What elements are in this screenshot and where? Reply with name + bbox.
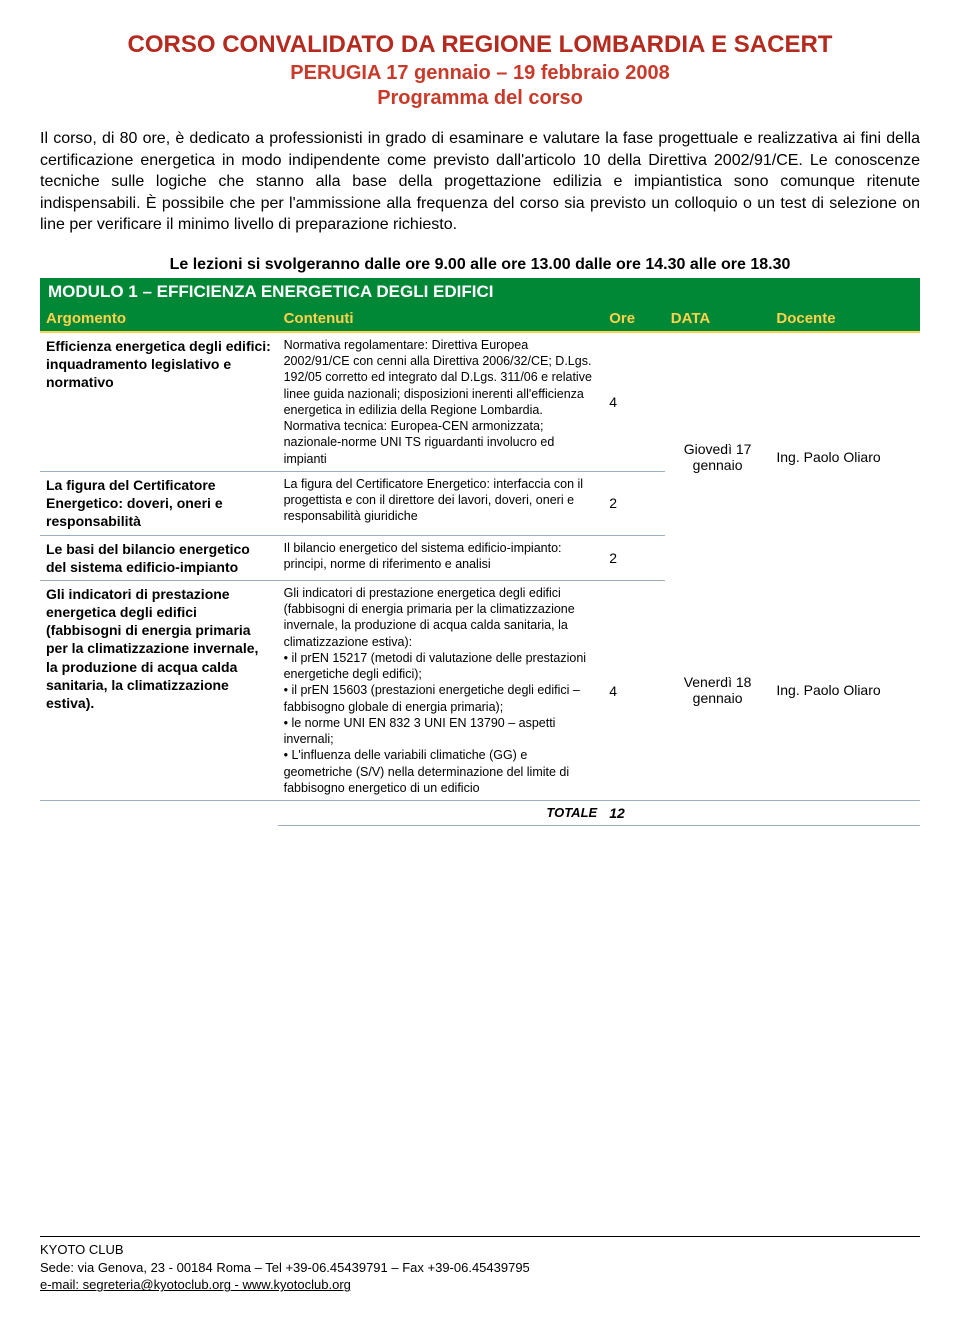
col-docente: Docente [770,306,920,332]
footer-line3: e-mail: segreteria@kyotoclub.org - www.k… [40,1276,920,1294]
cell-contenuti: Gli indicatori di prestazione energetica… [278,580,604,800]
footer-line1: KYOTO CLUB [40,1241,920,1259]
title-main: CORSO CONVALIDATO DA REGIONE LOMBARDIA E… [40,30,920,60]
cell-empty [665,801,771,826]
cell-totale-value: 12 [603,801,665,826]
col-contenuti: Contenuti [278,306,604,332]
cell-docente: Ing. Paolo Oliaro [770,580,920,800]
cell-data: Giovedì 17 gennaio [665,332,771,580]
module-title-bar: MODULO 1 – EFFICIENZA ENERGETICA DEGLI E… [40,278,920,306]
cell-contenuti: La figura del Certificatore Energetico: … [278,471,604,535]
cell-empty [770,801,920,826]
program-table: Argomento Contenuti Ore DATA Docente Eff… [40,306,920,826]
footer-line2: Sede: via Genova, 23 - 00184 Roma – Tel … [40,1259,920,1277]
cell-ore: 4 [603,580,665,800]
cell-ore: 2 [603,535,665,580]
title-sub2: Programma del corso [40,87,920,110]
cell-docente: Ing. Paolo Oliaro [770,332,920,580]
cell-argomento: Efficienza energetica degli edifici: inq… [40,332,278,472]
col-argomento: Argomento [40,306,278,332]
title-sub1: PERUGIA 17 gennaio – 19 febbraio 2008 [40,62,920,85]
cell-data: Venerdì 18 gennaio [665,580,771,800]
cell-empty [40,801,278,826]
cell-argomento: Gli indicatori di prestazione energetica… [40,580,278,800]
cell-argomento: Le basi del bilancio energetico del sist… [40,535,278,580]
table-row: Efficienza energetica degli edifici: inq… [40,332,920,472]
col-ore: Ore [603,306,665,332]
table-total-row: TOTALE 12 [40,801,920,826]
cell-ore: 4 [603,332,665,472]
cell-totale-label: TOTALE [278,801,604,826]
cell-ore: 2 [603,471,665,535]
footer: KYOTO CLUB Sede: via Genova, 23 - 00184 … [40,1236,920,1294]
col-data: DATA [665,306,771,332]
document-header: CORSO CONVALIDATO DA REGIONE LOMBARDIA E… [40,30,920,110]
table-row: Gli indicatori di prestazione energetica… [40,580,920,800]
cell-contenuti: Il bilancio energetico del sistema edifi… [278,535,604,580]
cell-contenuti: Normativa regolamentare: Direttiva Europ… [278,332,604,472]
cell-argomento: La figura del Certificatore Energetico: … [40,471,278,535]
intro-paragraph: Il corso, di 80 ore, è dedicato a profes… [40,128,920,236]
table-header-row: Argomento Contenuti Ore DATA Docente [40,306,920,332]
schedule-line: Le lezioni si svolgeranno dalle ore 9.00… [40,256,920,274]
footer-divider [40,1236,920,1237]
